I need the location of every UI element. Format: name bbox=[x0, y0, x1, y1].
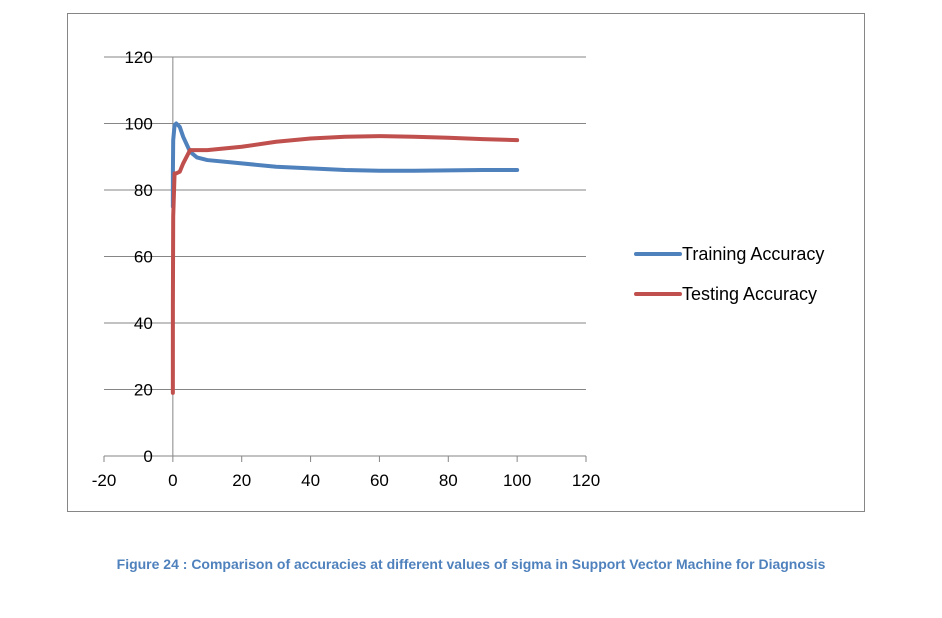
x-tick-label-120: 120 bbox=[572, 471, 600, 490]
x-tick-label-100: 100 bbox=[503, 471, 531, 490]
axes bbox=[103, 56, 587, 462]
figure-caption: Figure 24 : Comparison of accuracies at … bbox=[116, 556, 826, 572]
tick-labels: -20 0 20 40 60 80 100 120 0 20 40 60 80 100 120 bbox=[92, 48, 600, 490]
y-tick-label-20: 20 bbox=[134, 381, 153, 400]
line-chart: -20 0 20 40 60 80 100 120 0 20 40 60 80 100 120 Traini… bbox=[92, 48, 825, 490]
x-tick-label-80: 80 bbox=[439, 471, 458, 490]
x-tick-label-40: 40 bbox=[301, 471, 320, 490]
series-lines bbox=[170, 121, 520, 395]
x-tick-label--20: -20 bbox=[92, 471, 117, 490]
legend-label-0: Training Accuracy bbox=[682, 244, 824, 264]
y-tick-label-40: 40 bbox=[134, 314, 153, 333]
y-tick-label-0: 0 bbox=[143, 447, 152, 466]
x-tick-label-20: 20 bbox=[232, 471, 251, 490]
x-tick-label-0: 0 bbox=[168, 471, 177, 490]
x-tick-label-60: 60 bbox=[370, 471, 389, 490]
y-tick-label-100: 100 bbox=[124, 115, 152, 134]
y-tick-label-120: 120 bbox=[124, 48, 152, 67]
series-line-1 bbox=[170, 134, 520, 395]
y-tick-label-60: 60 bbox=[134, 248, 153, 267]
y-tick-label-80: 80 bbox=[134, 181, 153, 200]
series-line-0 bbox=[170, 121, 520, 209]
gridlines bbox=[104, 56, 586, 390]
chart-frame: -20 0 20 40 60 80 100 120 0 20 40 60 80 100 120 Traini… bbox=[67, 13, 865, 512]
legend-label-1: Testing Accuracy bbox=[682, 284, 817, 304]
legend: Training Accuracy Testing Accuracy bbox=[634, 244, 824, 304]
